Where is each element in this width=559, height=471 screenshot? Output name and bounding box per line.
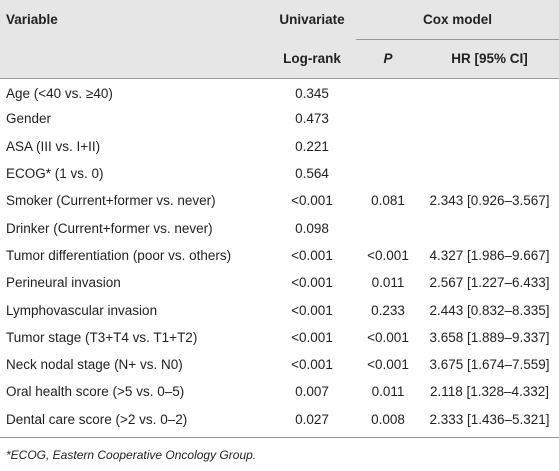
- table-cell: <0.001: [291, 193, 333, 209]
- table-cell: <0.001: [291, 247, 333, 263]
- table-cell: 0.221: [295, 138, 329, 154]
- table-cell: 0.027: [295, 411, 329, 427]
- header-cell: P: [383, 51, 393, 66]
- table-cell: [356, 105, 420, 132]
- table-cell: Lymphovascular invasion: [6, 302, 158, 318]
- header-row: Variable Univariate Cox model: [0, 0, 559, 40]
- table-cell: [420, 214, 559, 241]
- table-cell: <0.001: [367, 357, 409, 373]
- table-cell: Tumor stage (T3+T4 vs. T1+T2): [6, 329, 198, 345]
- table-cell: Perineural invasion: [6, 275, 121, 291]
- header-cell: Log-rank: [283, 50, 341, 66]
- table-row: Tumor differentiation (poor vs. others) <…: [0, 242, 559, 269]
- table-cell: 3.658 [1.889–9.337]: [429, 329, 550, 345]
- table-cell: [356, 160, 420, 187]
- table-cell: [420, 160, 559, 187]
- table-cell: Age (<40 vs. ≥40): [6, 86, 113, 102]
- header-cell: HR [95% CI]: [451, 51, 528, 66]
- table-cell: 0.081: [371, 193, 405, 209]
- footnote: *ECOG, Eastern Cooperative Oncology Grou…: [0, 436, 559, 462]
- table-cell: <0.001: [291, 329, 333, 345]
- table-cell: <0.001: [367, 247, 409, 263]
- table-cell: <0.001: [291, 357, 333, 373]
- header-cell: Variable: [6, 12, 58, 27]
- table-cell: ECOG* (1 vs. 0): [6, 166, 104, 182]
- table-cell: 3.675 [1.674–7.559]: [429, 357, 550, 373]
- table-row: Oral health score (>5 vs. 0–5) 0.007 0.011…: [0, 378, 559, 405]
- table-row: Tumor stage (T3+T4 vs. T1+T2) <0.001 <0.00…: [0, 324, 559, 351]
- table-header: Variable Univariate Cox model Log-rank P…: [0, 0, 559, 78]
- table-cell: ASA (III vs. I+II): [6, 138, 101, 154]
- table-cell: 4.327 [1.986–9.667]: [429, 247, 550, 263]
- table-row: Lymphovascular invasion <0.001 0.233 2.443 …: [0, 296, 559, 323]
- table-cell: 0.233: [371, 302, 405, 318]
- table-row: Dental care score (>2 vs. 0–2) 0.027 0.008…: [0, 406, 559, 433]
- header-cell: [0, 39, 268, 78]
- table-cell: Smoker (Current+former vs. never): [6, 193, 216, 209]
- table-cell: [420, 78, 559, 105]
- table-cell: 2.118 [1.328–4.332]: [429, 384, 550, 400]
- header-cell: Cox model: [356, 0, 559, 40]
- table-cell: 2.333 [1.436–5.321]: [429, 411, 550, 427]
- table-row: Smoker (Current+former vs. never) <0.001 0…: [0, 187, 559, 214]
- table-cell: Neck nodal stage (N+ vs. N0): [6, 357, 183, 373]
- table-cell: 2.443 [0.832–8.335]: [429, 302, 550, 318]
- table-cell: Drinker (Current+former vs. never): [6, 220, 213, 236]
- header-cell: Univariate: [279, 12, 345, 27]
- table-row: ASA (III vs. I+II) 0.221: [0, 133, 559, 160]
- table-cell: 0.345: [295, 86, 329, 102]
- header-row: Log-rank P HR [95% CI]: [0, 39, 559, 78]
- table-cell: 0.098: [295, 220, 329, 236]
- table-cell: [420, 105, 559, 132]
- table-cell: [356, 133, 420, 160]
- table-cell: Tumor differentiation (poor vs. others): [6, 247, 232, 263]
- table-cell: Gender: [6, 111, 52, 127]
- table-cell: Dental care score (>2 vs. 0–2): [6, 411, 188, 427]
- table-cell: 2.567 [1.227–6.433]: [429, 275, 550, 291]
- results-table: Variable Univariate Cox model Log-rank P…: [0, 0, 559, 433]
- table-cell: 0.007: [295, 384, 329, 400]
- table-cell: 0.011: [371, 275, 405, 291]
- table-cell: <0.001: [291, 302, 333, 318]
- table-cell: Oral health score (>5 vs. 0–5): [6, 384, 185, 400]
- table-cell: <0.001: [367, 329, 409, 345]
- table-cell: 0.473: [295, 111, 329, 127]
- table-row: Perineural invasion <0.001 0.011 2.567 [1.2…: [0, 269, 559, 296]
- table-row: Gender 0.473: [0, 105, 559, 132]
- table-cell: [356, 78, 420, 105]
- table-row: ECOG* (1 vs. 0) 0.564: [0, 160, 559, 187]
- table-cell: 2.343 [0.926–3.567]: [429, 193, 550, 209]
- table-cell: 0.564: [295, 166, 329, 182]
- table-cell: [356, 214, 420, 241]
- table-row: Drinker (Current+former vs. never) 0.098: [0, 214, 559, 241]
- table-row: Age (<40 vs. ≥40) 0.345: [0, 78, 559, 105]
- table-body: Age (<40 vs. ≥40) 0.345 Gender 0.473 ASA (II…: [0, 78, 559, 433]
- table-cell: 0.011: [371, 384, 405, 400]
- table-row: Neck nodal stage (N+ vs. N0) <0.001 <0.001…: [0, 351, 559, 378]
- table-cell: 0.008: [371, 411, 405, 427]
- table-cell: [420, 133, 559, 160]
- table-cell: <0.001: [291, 275, 333, 291]
